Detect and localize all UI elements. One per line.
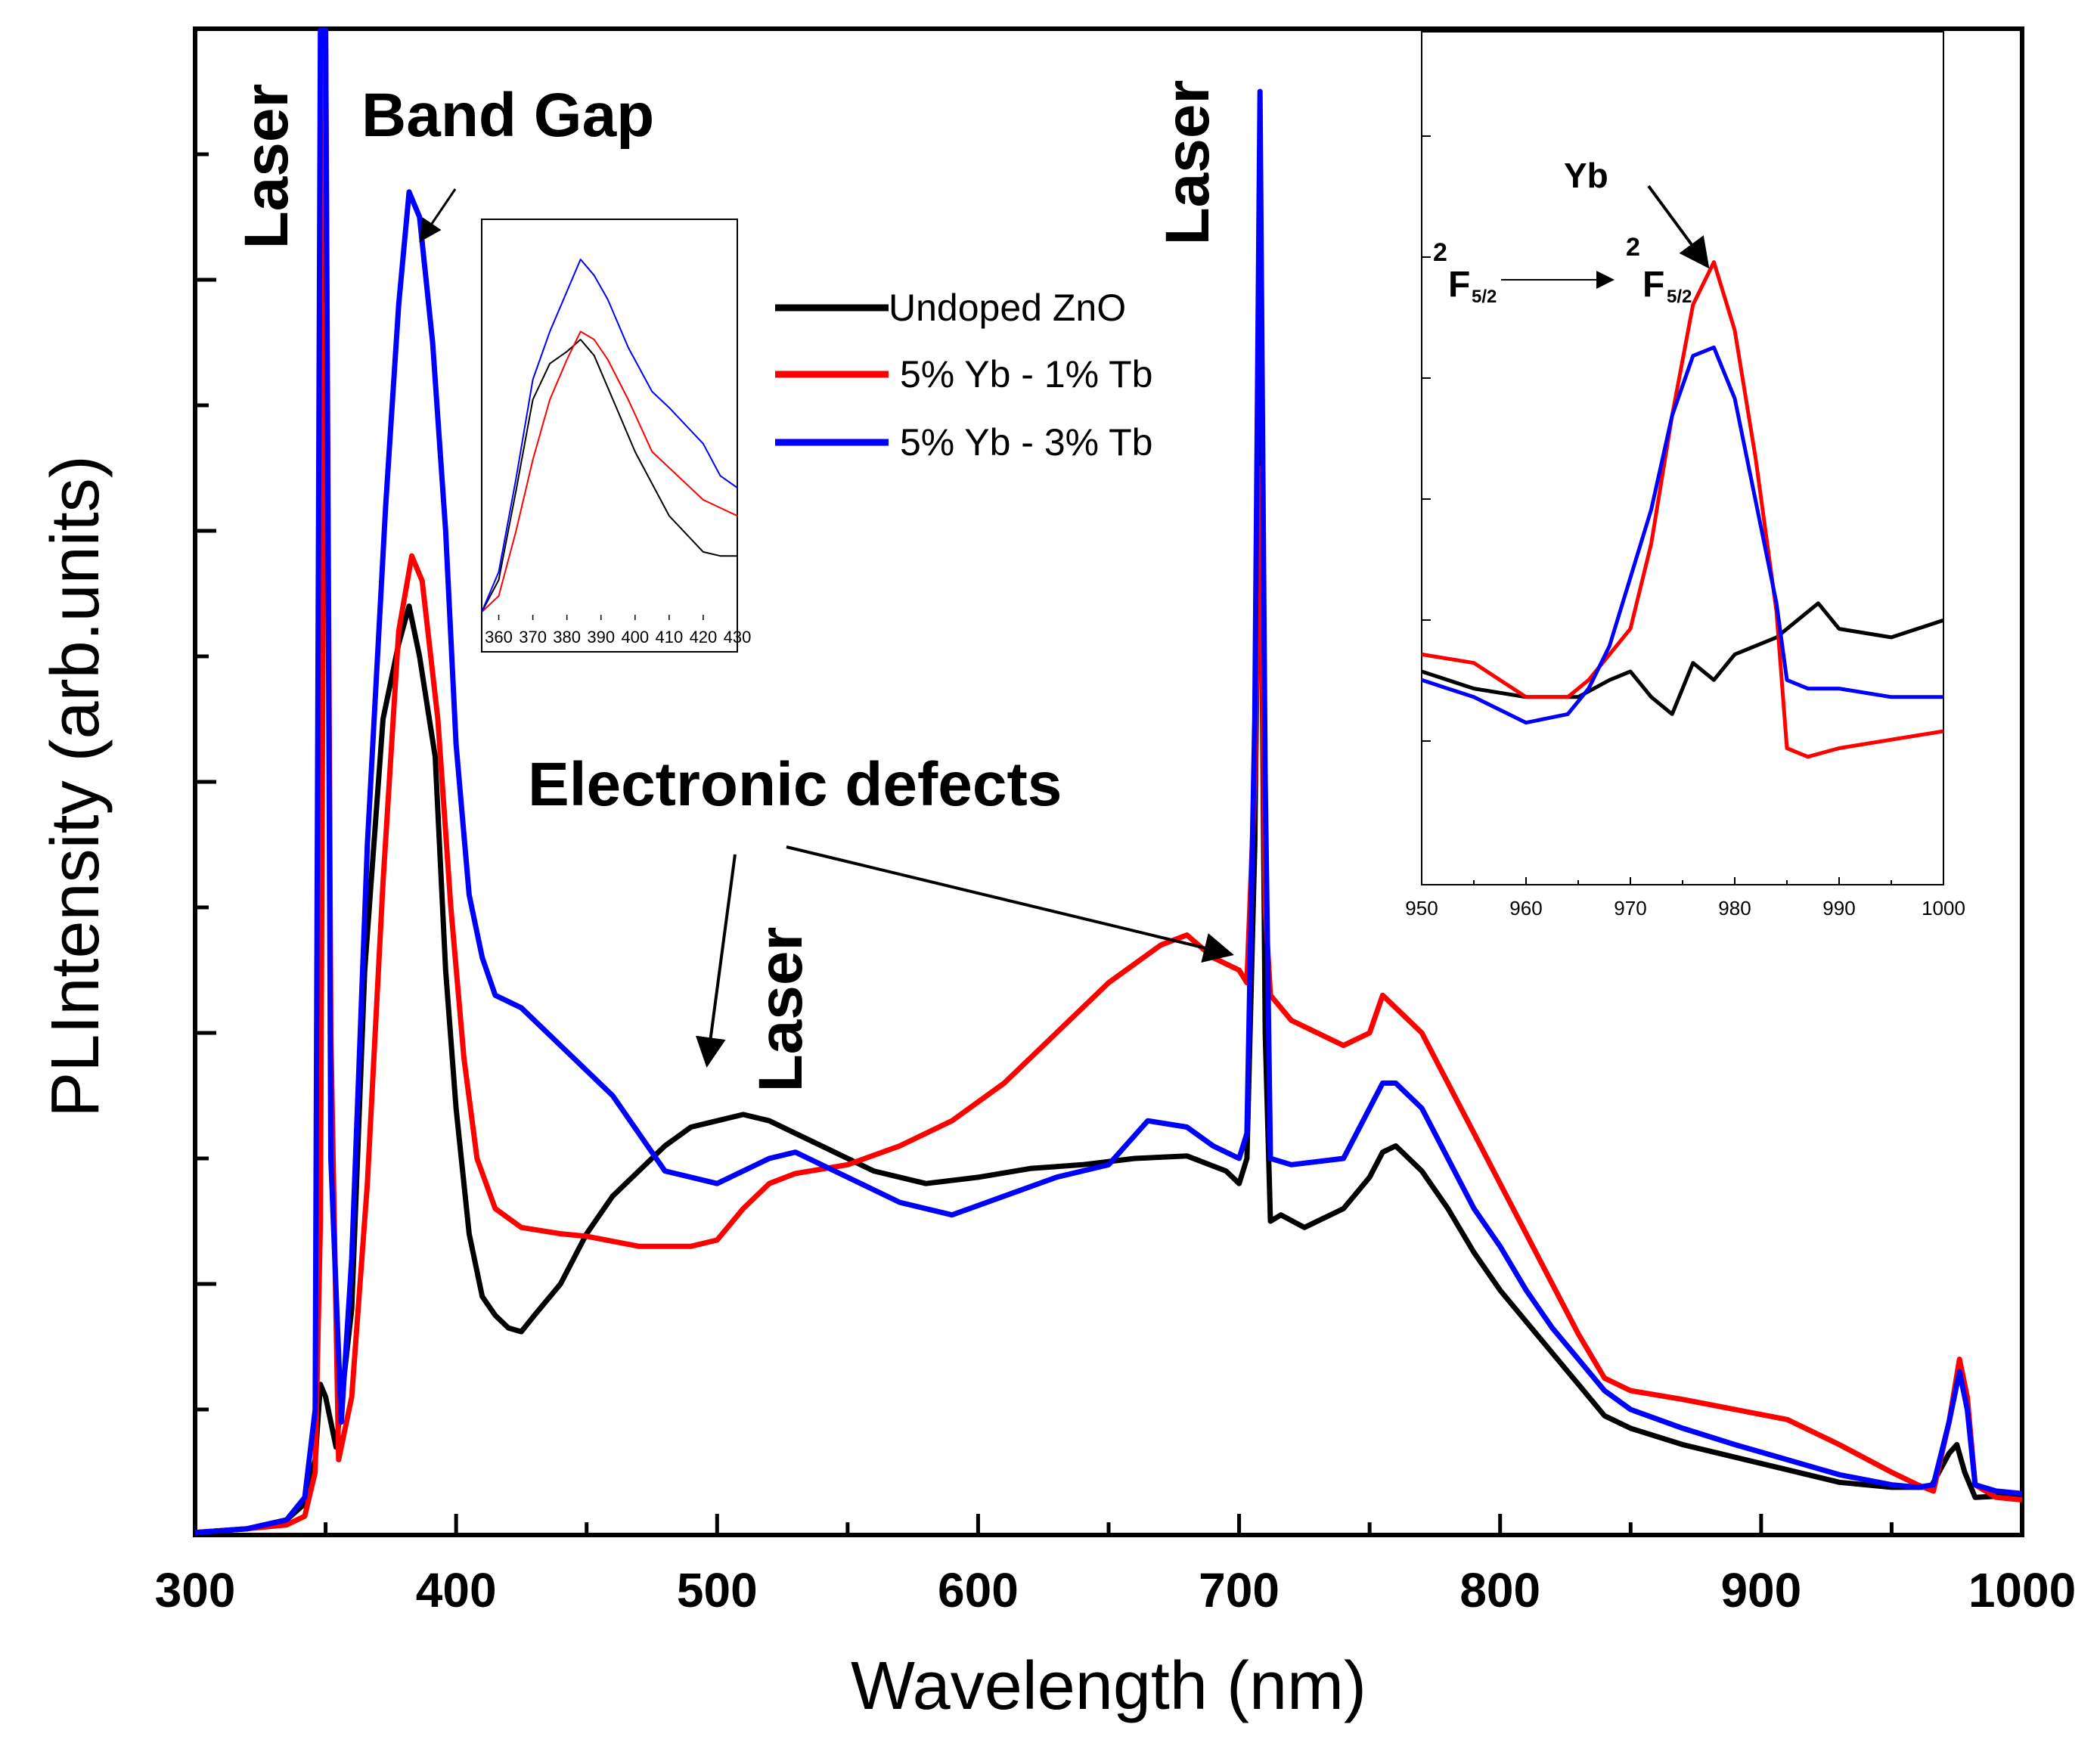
transition-right-sub: 5/2 xyxy=(1667,287,1692,307)
main-xtick-label-900: 900 xyxy=(1720,1563,1801,1617)
inset-band-gap-x-axis: 360 370 380 390 400 410 420 430 xyxy=(485,615,751,647)
inset-band-gap-series-5-yb-1-tb xyxy=(481,330,738,613)
inset-yb-xtick-label-970: 970 xyxy=(1614,897,1646,919)
inset-yb-xtick-label-990: 990 xyxy=(1822,897,1855,919)
inset-band-gap-xtick-label-410: 410 xyxy=(656,628,684,647)
inset-band-gap-xtick-label-370: 370 xyxy=(519,628,547,647)
main-series-undoped-zno xyxy=(194,402,2023,1536)
main-xtick-label-400: 400 xyxy=(416,1563,497,1617)
inset-band-gap-series-undoped-zno xyxy=(481,339,737,612)
main-series-5-yb-1-tb xyxy=(194,27,2023,1536)
inset-yb-xtick-label-1000: 1000 xyxy=(1922,897,1965,919)
transition-right: 2 F 5/2 xyxy=(1626,233,1692,307)
inset-band-gap-xtick-label-430: 430 xyxy=(724,628,752,647)
main-x-axis: 300 400 500 600 700 800 900 1000 xyxy=(155,1514,2076,1617)
inset-band-gap-xtick-label-400: 400 xyxy=(621,628,649,647)
inset-yb-x-axis: 950 960 970 980 990 1000 xyxy=(1405,135,1965,919)
inset-band-gap-xtick-label-390: 390 xyxy=(587,628,615,647)
main-xtick-label-700: 700 xyxy=(1199,1563,1280,1617)
legend-label-yb1tb: 5% Yb - 1% Tb xyxy=(900,353,1152,395)
transition-left-base: F xyxy=(1448,265,1470,305)
inset-yb-xtick-label-950: 950 xyxy=(1405,897,1438,919)
inset-band-gap-xtick-label-380: 380 xyxy=(553,628,581,647)
main-xtick-label-1000: 1000 xyxy=(1968,1563,2076,1617)
yb-label: Yb xyxy=(1564,156,1608,195)
defect-arrow-right xyxy=(786,845,1234,963)
transition-right-base: F xyxy=(1642,265,1664,305)
laser-label-1: Laser xyxy=(232,84,301,250)
legend: Undoped ZnO 5% Yb - 1% Tb 5% Yb - 3% Tb xyxy=(775,287,1152,464)
inset-band-gap-xtick-label-420: 420 xyxy=(690,628,718,647)
yb-arrow xyxy=(1647,185,1710,269)
band-gap-label: Band Gap xyxy=(361,81,654,150)
legend-label-yb3tb: 5% Yb - 3% Tb xyxy=(900,421,1152,464)
main-series-5-yb-3-tb xyxy=(194,27,2023,1536)
inset-yb-frame xyxy=(1421,31,1944,885)
inset-band-gap-series-5-yb-3-tb xyxy=(481,259,738,612)
inset-yb-series-5-yb-3-tb xyxy=(1421,345,1943,725)
laser-label-2: Laser xyxy=(1153,80,1222,246)
defect-arrow-left xyxy=(695,854,737,1068)
inset-band-gap-frame xyxy=(481,219,738,653)
inset-band-gap-xtick-label-360: 360 xyxy=(485,628,513,647)
main-xtick-label-600: 600 xyxy=(938,1563,1019,1617)
transition-right-sup: 2 xyxy=(1626,233,1640,262)
y-axis-title: PLIntensity (arb.units) xyxy=(38,455,113,1117)
inset-yb-xtick-label-960: 960 xyxy=(1509,897,1542,919)
main-xtick-label-800: 800 xyxy=(1459,1563,1540,1617)
legend-label-undoped: Undoped ZnO xyxy=(889,287,1126,329)
laser-label-3: Laser xyxy=(746,927,815,1093)
inset-yb-series-5-yb-1-tb xyxy=(1421,260,1944,759)
electronic-defects-label: Electronic defects xyxy=(528,750,1062,819)
x-axis-title: Wavelength (nm) xyxy=(851,1648,1366,1724)
main-series-group xyxy=(194,27,2023,1536)
main-xtick-label-500: 500 xyxy=(677,1563,758,1617)
transition-left-sup: 2 xyxy=(1433,238,1447,267)
main-y-axis xyxy=(195,152,216,1412)
band-gap-arrow xyxy=(419,188,457,243)
transition-left: 2 F 5/2 xyxy=(1433,238,1497,307)
inset-band-gap-series-group xyxy=(481,259,738,613)
transition-left-sub: 5/2 xyxy=(1472,287,1497,307)
inset-yb-xtick-label-980: 980 xyxy=(1718,897,1751,919)
main-xtick-label-300: 300 xyxy=(155,1563,236,1617)
inset-yb-series-group xyxy=(1421,260,1944,759)
